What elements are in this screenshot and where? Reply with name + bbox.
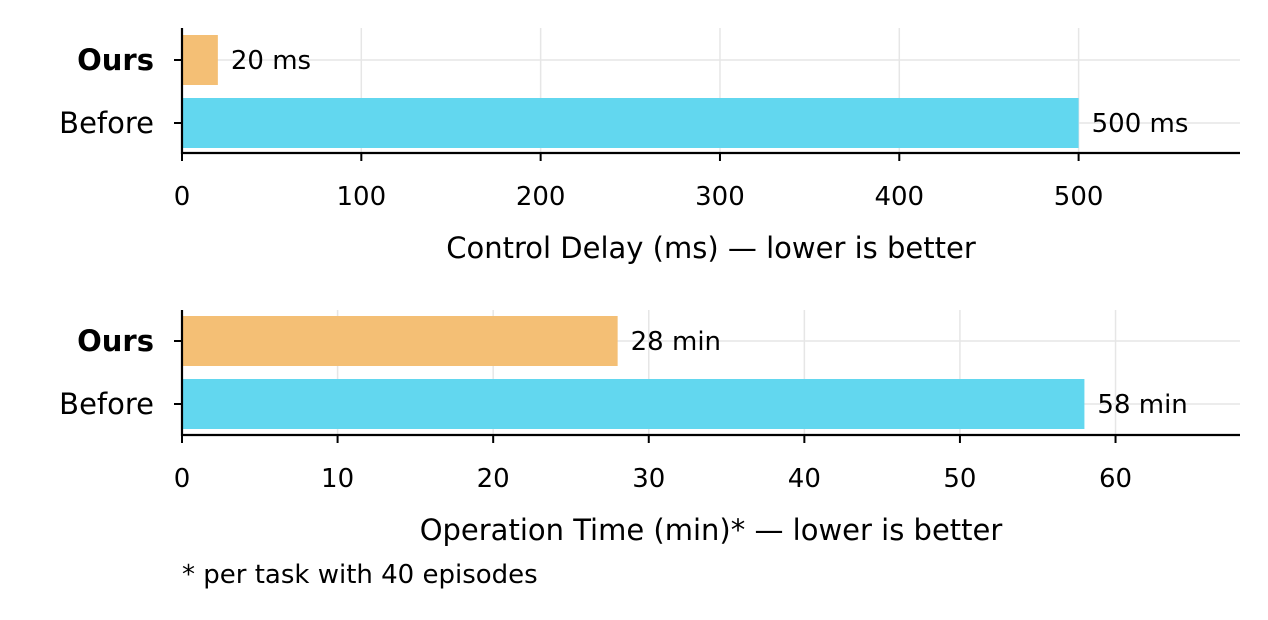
x-tick-label: 30: [632, 464, 665, 494]
bar-ours: [182, 35, 218, 85]
x-tick-label: 10: [321, 464, 354, 494]
bar-before: [182, 379, 1085, 429]
x-tick-label: 0: [174, 182, 191, 212]
footnote: * per task with 40 episodes: [182, 560, 538, 590]
x-axis-title: Operation Time (min)* — lower is better: [420, 513, 1003, 547]
x-axis-title: Control Delay (ms) — lower is better: [446, 231, 976, 265]
x-tick-label: 60: [1099, 464, 1132, 494]
data-label-before: 500 ms: [1092, 109, 1189, 139]
category-label-before: Before: [59, 106, 154, 140]
bar-before: [182, 98, 1079, 148]
x-tick-label: 400: [874, 182, 924, 212]
x-tick-label: 200: [516, 182, 566, 212]
x-tick-label: 40: [788, 464, 821, 494]
data-label-ours: 20 ms: [231, 46, 311, 76]
bar-ours: [182, 316, 618, 366]
category-label-ours: Ours: [77, 43, 154, 77]
x-tick-label: 50: [943, 464, 976, 494]
data-label-ours: 28 min: [631, 327, 721, 357]
x-tick-label: 0: [174, 464, 191, 494]
operation-time-panel: 28 min Ours 58 min Before 0 10 20 30 40 50 60 Opera…: [59, 310, 1240, 547]
x-tick-label: 500: [1054, 182, 1104, 212]
control-delay-panel: 20 ms Ours 500 ms Before 0 100 200 300 400 500 Con…: [59, 28, 1240, 265]
x-tick-label: 100: [337, 182, 387, 212]
x-tick-label: 20: [477, 464, 510, 494]
category-label-before: Before: [59, 387, 154, 421]
category-label-ours: Ours: [77, 324, 154, 358]
x-tick-label: 300: [695, 182, 745, 212]
data-label-before: 58 min: [1097, 390, 1187, 420]
